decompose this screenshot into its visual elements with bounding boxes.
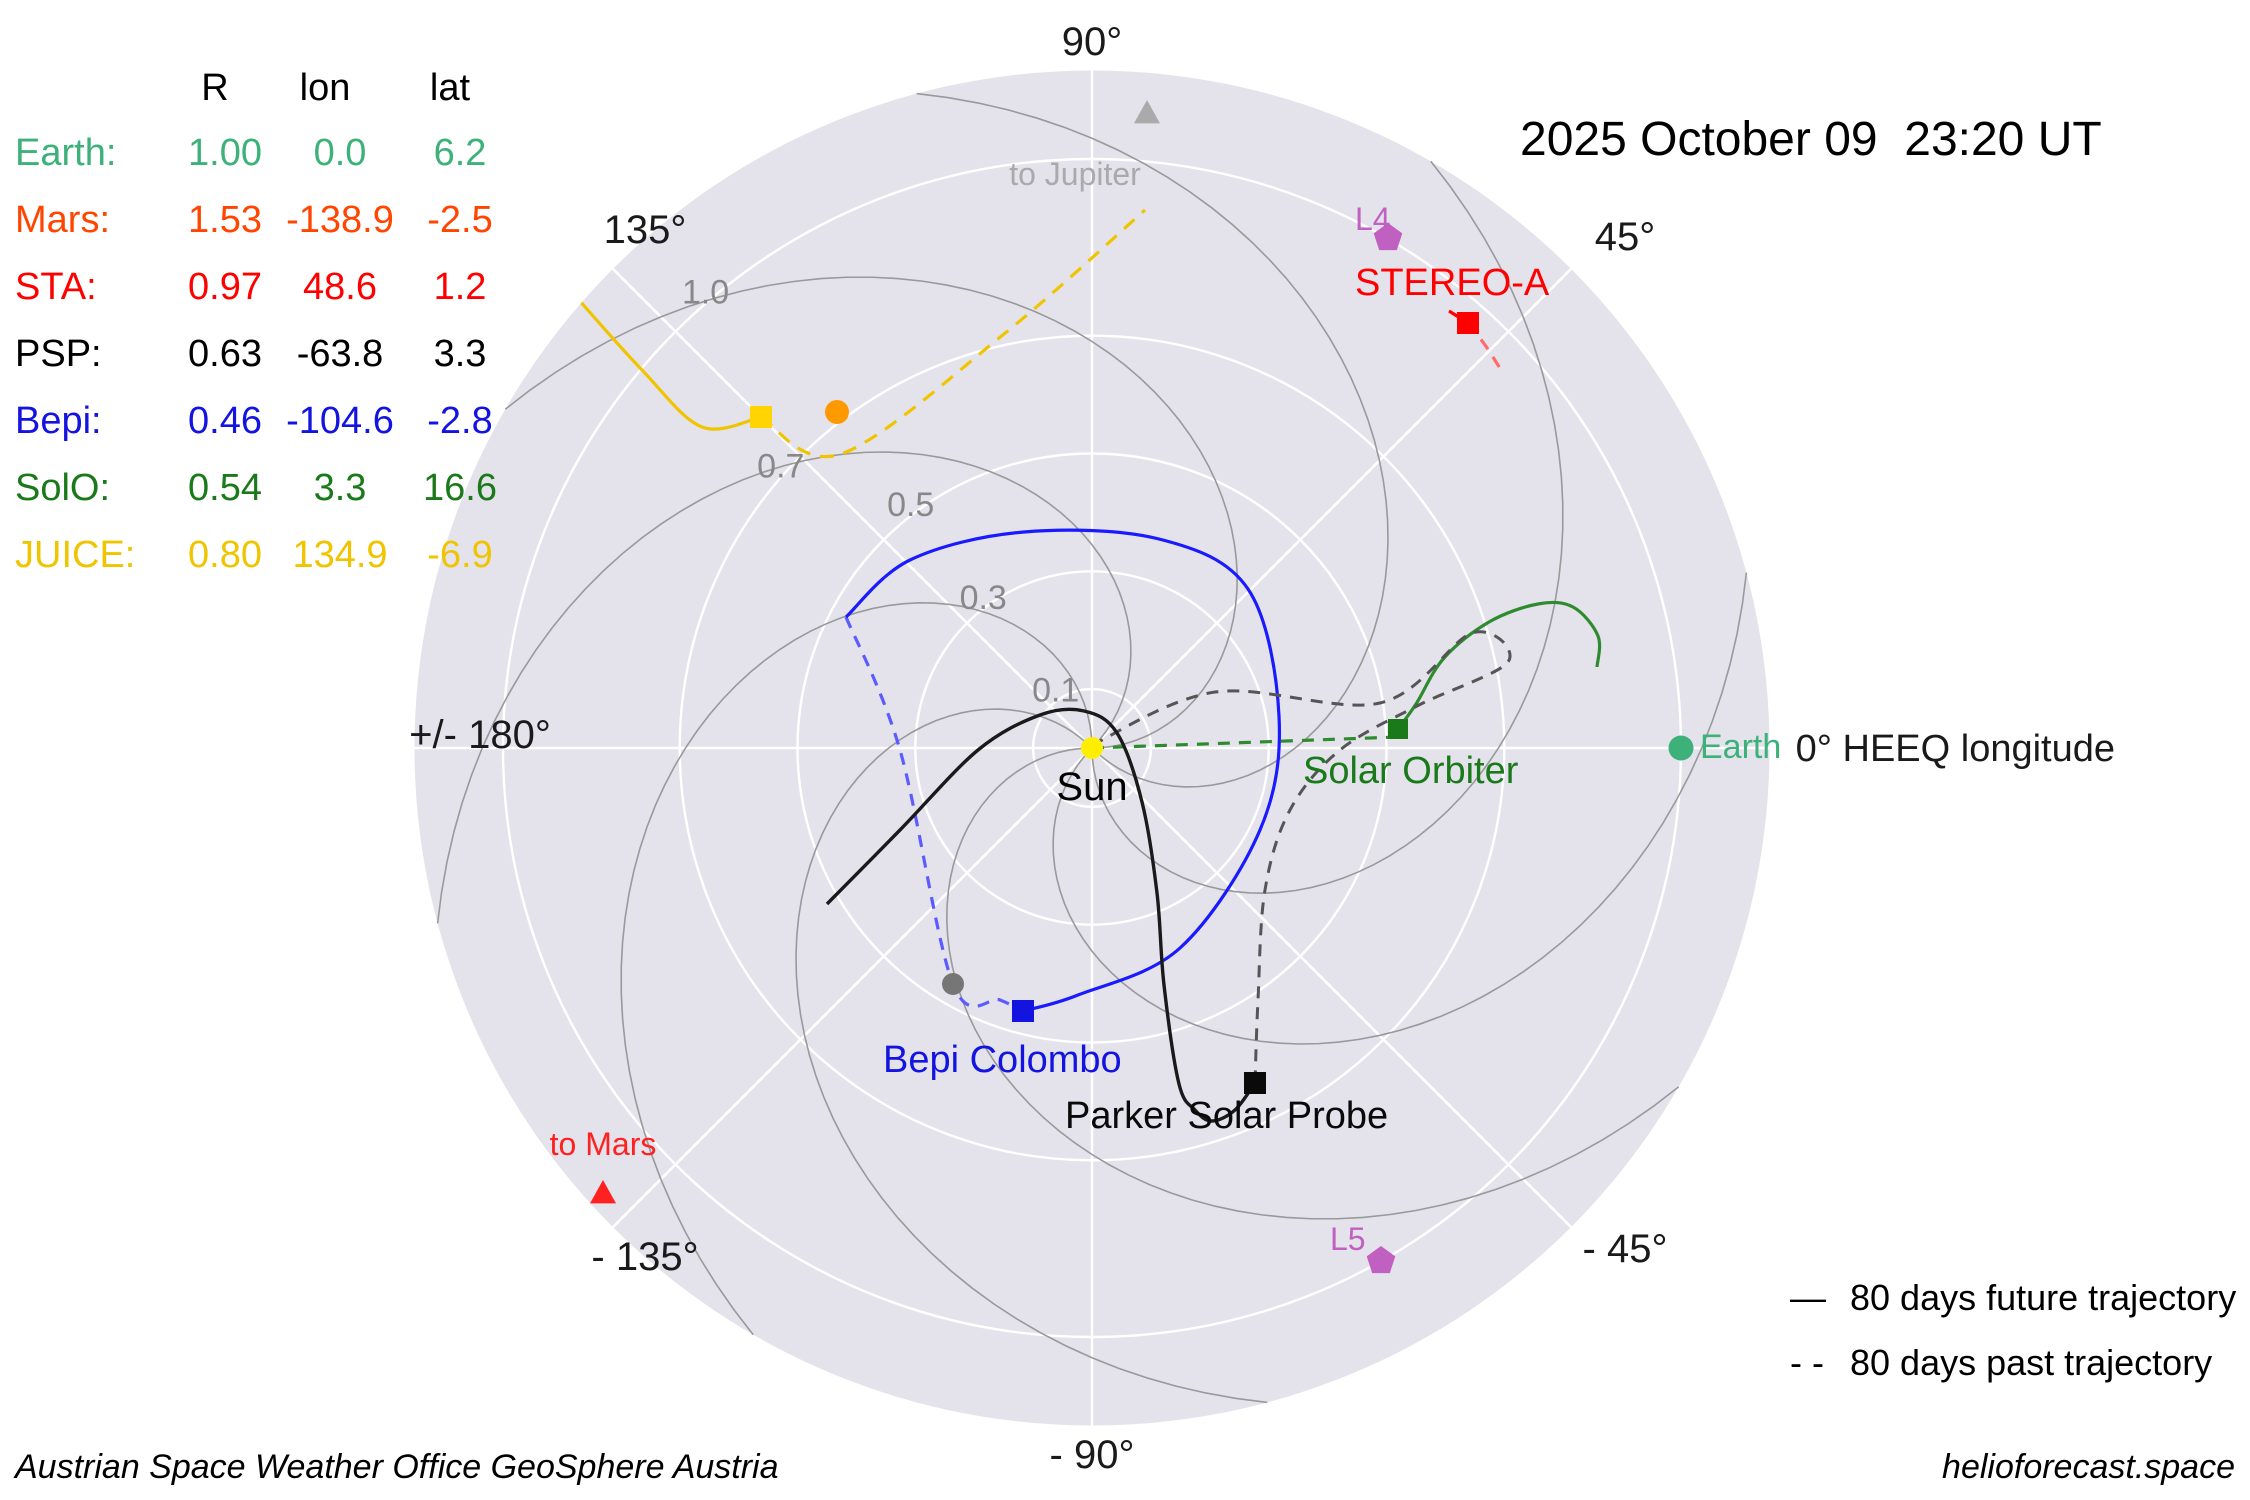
svg-text:lat: lat: [430, 67, 471, 109]
svg-text:134.9: 134.9: [292, 534, 387, 576]
svg-text:PSP:: PSP:: [15, 333, 102, 375]
svg-text:Austrian Space Weather Office: Austrian Space Weather Office GeoSphere …: [13, 1448, 779, 1486]
svg-text:3.3: 3.3: [434, 333, 487, 375]
svg-text:+/- 180°: +/- 180°: [409, 713, 551, 757]
svg-text:Earth: Earth: [1700, 728, 1781, 766]
svg-text:1.00: 1.00: [188, 132, 262, 174]
svg-text:45°: 45°: [1595, 215, 1656, 259]
svg-text:L4: L4: [1355, 201, 1391, 237]
svg-text:SolO:: SolO:: [15, 467, 110, 509]
svg-text:-6.9: -6.9: [427, 534, 492, 576]
svg-text:80 days past trajectory: 80 days past trajectory: [1850, 1342, 2212, 1383]
svg-text:0.7: 0.7: [757, 448, 804, 486]
svg-text:3.3: 3.3: [314, 467, 367, 509]
svg-text:—: —: [1790, 1277, 1826, 1318]
svg-text:Mars:: Mars:: [15, 199, 110, 241]
svg-text:-104.6: -104.6: [286, 400, 394, 442]
svg-text:0.63: 0.63: [188, 333, 262, 375]
svg-text:JUICE:: JUICE:: [15, 534, 135, 576]
svg-text:to Mars: to Mars: [550, 1126, 657, 1162]
svg-text:0.80: 0.80: [188, 534, 262, 576]
svg-text:90°: 90°: [1062, 20, 1123, 64]
svg-text:48.6: 48.6: [303, 266, 377, 308]
svg-text:Bepi Colombo: Bepi Colombo: [883, 1039, 1122, 1081]
svg-text:- 135°: - 135°: [591, 1235, 698, 1279]
svg-text:Solar Orbiter: Solar Orbiter: [1303, 750, 1519, 792]
svg-text:Bepi:: Bepi:: [15, 400, 102, 442]
svg-text:0.54: 0.54: [188, 467, 262, 509]
svg-text:-2.5: -2.5: [427, 199, 492, 241]
svg-text:L5: L5: [1330, 1221, 1366, 1257]
svg-text:6.2: 6.2: [434, 132, 487, 174]
svg-text:-2.8: -2.8: [427, 400, 492, 442]
svg-text:-138.9: -138.9: [286, 199, 394, 241]
svg-text:helioforecast.space: helioforecast.space: [1942, 1448, 2235, 1486]
svg-text:0.1: 0.1: [1032, 672, 1079, 710]
svg-text:- -: - -: [1790, 1342, 1824, 1383]
svg-text:0.46: 0.46: [188, 400, 262, 442]
svg-text:2025 October 09 23:20 UT: 2025 October 09 23:20 UT: [1520, 113, 2102, 166]
svg-text:-63.8: -63.8: [297, 333, 384, 375]
svg-text:1.2: 1.2: [434, 266, 487, 308]
svg-text:Earth:: Earth:: [15, 132, 116, 174]
svg-text:STA:: STA:: [15, 266, 97, 308]
svg-text:0.5: 0.5: [887, 486, 934, 524]
svg-text:0.3: 0.3: [960, 579, 1007, 617]
svg-text:1.0: 1.0: [682, 274, 729, 312]
svg-text:- 45°: - 45°: [1583, 1227, 1668, 1271]
svg-text:lon: lon: [300, 67, 351, 109]
svg-text:0.97: 0.97: [188, 266, 262, 308]
svg-text:0.0: 0.0: [314, 132, 367, 174]
svg-text:R: R: [201, 67, 228, 109]
svg-text:Sun: Sun: [1056, 765, 1127, 809]
svg-text:to Jupiter: to Jupiter: [1009, 156, 1141, 192]
svg-text:0° HEEQ longitude: 0° HEEQ longitude: [1796, 728, 2115, 770]
svg-text:135°: 135°: [604, 208, 687, 252]
svg-text:16.6: 16.6: [423, 467, 497, 509]
svg-text:STEREO-A: STEREO-A: [1355, 262, 1550, 304]
svg-text:80 days future trajectory: 80 days future trajectory: [1850, 1277, 2236, 1318]
svg-text:1.53: 1.53: [188, 199, 262, 241]
svg-text:- 90°: - 90°: [1050, 1433, 1135, 1477]
svg-text:Parker Solar Probe: Parker Solar Probe: [1065, 1095, 1388, 1137]
